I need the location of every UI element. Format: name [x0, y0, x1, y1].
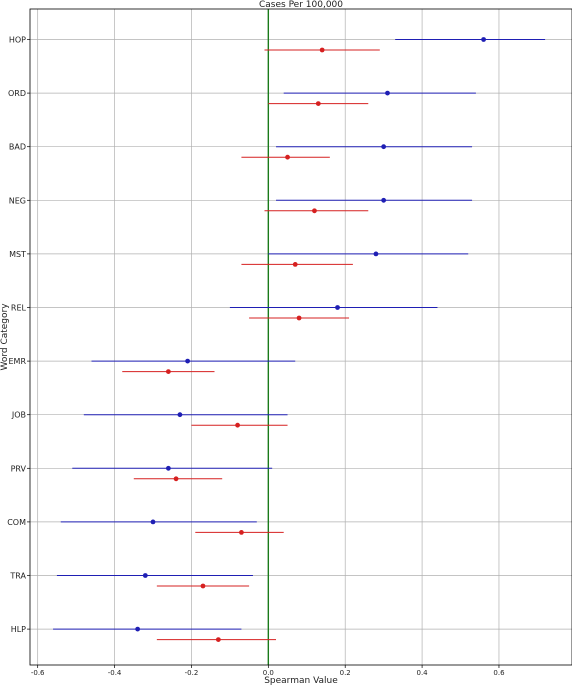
data-point — [135, 626, 141, 632]
data-point — [150, 519, 156, 525]
category-label-bad: BAD — [9, 143, 26, 152]
data-point — [292, 262, 298, 267]
data-point — [142, 573, 148, 578]
x-tick-label: 0.0 — [263, 669, 274, 677]
category-label-neg: NEG — [9, 196, 26, 205]
category-label-job: JOB — [11, 411, 26, 420]
x-tick-label: 0.4 — [417, 669, 429, 677]
category-label-rel: REL — [11, 304, 27, 313]
data-point — [381, 144, 387, 150]
x-axis-label: Spearman Value — [264, 676, 338, 685]
category-label-emr: EMR — [8, 357, 26, 366]
plot-frame — [29, 8, 572, 666]
data-point — [200, 583, 206, 589]
data-point — [285, 154, 290, 160]
data-point — [481, 37, 486, 42]
category-label-ord: ORD — [8, 89, 26, 98]
data-point — [173, 476, 179, 482]
grid — [30, 9, 572, 665]
x-ticks: -0.6 -0.4 -0.2 0.0 0.2 0.4 0.6 — [31, 665, 505, 677]
data-point — [319, 47, 325, 53]
category-label-hop: HOP — [9, 36, 26, 45]
x-tick-label: -0.2 — [185, 669, 199, 677]
category-label-hlp: HLP — [11, 625, 26, 634]
data-point — [373, 251, 379, 257]
x-tick-label: 0.6 — [493, 669, 505, 677]
data-point — [296, 315, 302, 321]
data-point — [335, 305, 340, 310]
x-tick-label: -0.4 — [108, 669, 122, 677]
data-point — [312, 208, 317, 214]
data-point — [235, 422, 240, 428]
category-label-tra: TRA — [9, 572, 26, 581]
x-tick-label: 0.2 — [340, 669, 351, 677]
x-tick-label: -0.6 — [31, 669, 45, 677]
data-point — [315, 101, 321, 106]
data-point — [381, 197, 387, 203]
category-label-com: COM — [7, 518, 26, 527]
data-point — [185, 358, 191, 364]
category-label-mst: MST — [9, 250, 26, 259]
category-label-prv: PRV — [11, 464, 27, 473]
data-point — [177, 412, 183, 418]
data-point — [165, 465, 171, 471]
data-point — [239, 530, 244, 535]
data-point — [165, 369, 171, 374]
data-point — [385, 90, 390, 96]
y-axis-label: Word Category — [0, 303, 10, 371]
marks — [53, 37, 546, 642]
y-categories: HOP ORD BAD NEG MST REL EMR JOB PRV COM TRA HLP — [7, 36, 30, 634]
chart-title: Cases Per 100,000 — [259, 0, 343, 10]
data-point — [215, 637, 221, 642]
